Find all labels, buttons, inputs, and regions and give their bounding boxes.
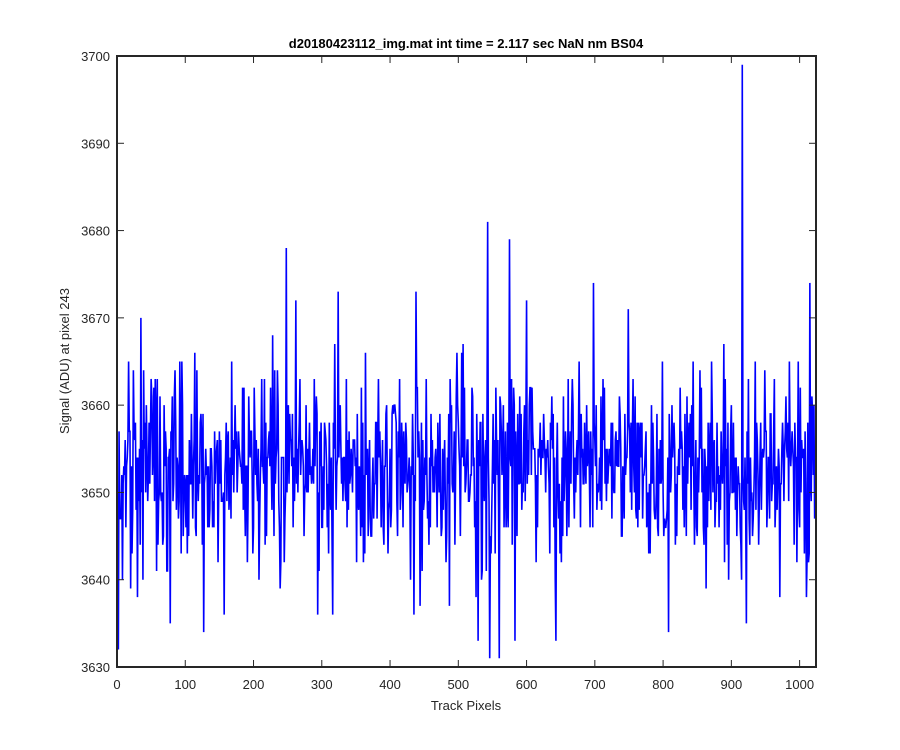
y-axis-ticks: 3630 3640 3650 3660 3670 3680 3690 3700	[81, 49, 816, 675]
y-tick-label: 3660	[81, 398, 110, 413]
x-tick-label: 900	[721, 677, 743, 692]
plot-area	[117, 56, 816, 667]
x-tick-label: 800	[652, 677, 674, 692]
y-tick-label: 3700	[81, 49, 110, 64]
x-tick-label: 500	[447, 677, 469, 692]
x-tick-label: 1000	[785, 677, 814, 692]
axes-box	[116, 55, 817, 668]
x-tick-label: 400	[379, 677, 401, 692]
x-tick-label: 600	[516, 677, 538, 692]
x-tick-label: 700	[584, 677, 606, 692]
x-tick-label: 100	[174, 677, 196, 692]
series-line	[116, 64, 817, 659]
chart-title: d20180423112_img.mat int time = 2.117 se…	[289, 36, 644, 51]
y-tick-label: 3670	[81, 311, 110, 326]
x-tick-label: 0	[113, 677, 120, 692]
y-tick-label: 3680	[81, 224, 110, 239]
x-tick-label: 200	[243, 677, 265, 692]
y-axis-label: Signal (ADU) at pixel 243	[57, 288, 72, 434]
y-tick-label: 3650	[81, 485, 110, 500]
x-tick-label: 300	[311, 677, 333, 692]
y-tick-label: 3640	[81, 573, 110, 588]
y-tick-label: 3630	[81, 660, 110, 675]
x-axis-ticks: 0 100 200 300 400 500 600 700 800 900 1000	[113, 56, 814, 692]
y-tick-label: 3690	[81, 136, 110, 151]
x-axis-label: Track Pixels	[431, 698, 502, 713]
